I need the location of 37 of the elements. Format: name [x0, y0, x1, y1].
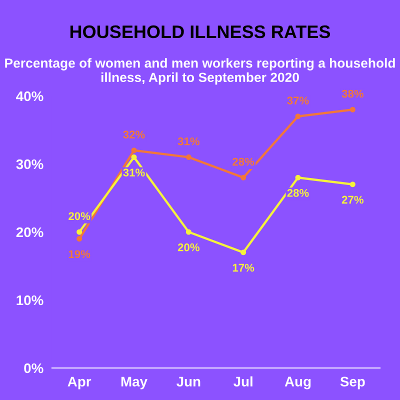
point	[295, 174, 301, 180]
x-tick-label: May	[121, 376, 148, 390]
data-label: 32%	[123, 130, 145, 138]
x-tick-label: Jul	[234, 376, 252, 387]
point	[186, 229, 192, 235]
point	[295, 114, 301, 120]
y-tick-label: 20%	[16, 227, 44, 238]
data-label: 37%	[287, 96, 309, 104]
point	[186, 154, 192, 160]
y-tick-label: 0%	[24, 363, 44, 374]
point	[350, 182, 356, 188]
data-label: 27%	[342, 196, 364, 204]
data-label: 38%	[342, 90, 364, 98]
y-tick-label: 40%	[16, 91, 44, 102]
point	[131, 154, 137, 160]
data-label: 20%	[178, 243, 200, 252]
point	[131, 148, 137, 154]
data-label: 20%	[68, 212, 90, 220]
data-label: 28%	[287, 189, 309, 197]
x-tick-label: Sep	[340, 376, 365, 390]
data-label: 28%	[232, 158, 254, 166]
data-label: 17%	[232, 264, 254, 272]
point	[240, 250, 246, 256]
x-tick-label: Apr	[68, 376, 92, 390]
x-tick-label: Aug	[284, 376, 311, 390]
data-label: 19%	[68, 250, 90, 258]
data-label: 31%	[123, 168, 145, 176]
point	[76, 229, 82, 235]
point	[350, 106, 356, 112]
chart-subtitle: Percentage of women and men workers reporting a household illness, April to September 2020	[5, 58, 395, 85]
data-label: 31%	[178, 137, 200, 146]
y-tick-label: 30%	[16, 159, 44, 170]
point	[76, 236, 82, 242]
y-tick-label: 10%	[16, 295, 44, 306]
x-tick-label: Jun	[176, 376, 200, 387]
point	[240, 174, 246, 180]
chart-title: HOUSEHOLD ILLNESS RATES	[70, 25, 330, 38]
